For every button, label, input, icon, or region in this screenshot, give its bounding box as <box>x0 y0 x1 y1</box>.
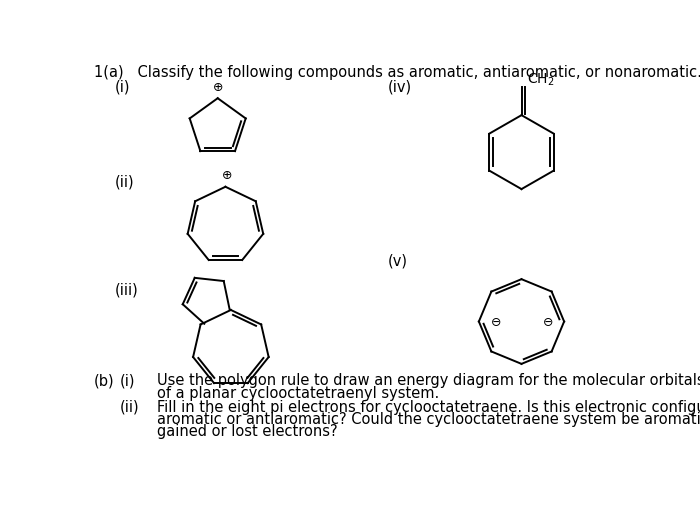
Text: (ii): (ii) <box>120 399 140 414</box>
Text: CH$_2$: CH$_2$ <box>527 71 554 87</box>
Text: (ii): (ii) <box>115 174 134 189</box>
Text: 1(a)   Classify the following compounds as aromatic, antiaromatic, or nonaromati: 1(a) Classify the following compounds as… <box>94 65 700 80</box>
Text: $\oplus$: $\oplus$ <box>220 169 232 182</box>
Text: Fill in the eight pi electrons for cyclooctatetraene. Is this electronic configu: Fill in the eight pi electrons for cyclo… <box>158 399 700 414</box>
Text: of a planar cyclooctatetraenyl system.: of a planar cyclooctatetraenyl system. <box>158 385 440 400</box>
Text: $\ominus$: $\ominus$ <box>542 316 553 328</box>
Text: $\oplus$: $\oplus$ <box>212 81 223 93</box>
Text: Use the polygon rule to draw an energy diagram for the molecular orbitals (MOs): Use the polygon rule to draw an energy d… <box>158 373 700 387</box>
Text: (i): (i) <box>115 80 130 95</box>
Text: (iv): (iv) <box>389 80 412 95</box>
Text: (b): (b) <box>94 373 114 387</box>
Text: aromatic or antiaromatic? Could the cyclooctatetraene system be aromatic if it: aromatic or antiaromatic? Could the cycl… <box>158 411 700 426</box>
Text: (iii): (iii) <box>115 282 139 297</box>
Text: (v): (v) <box>389 252 408 268</box>
Text: (i): (i) <box>120 373 136 387</box>
Text: gained or lost electrons?: gained or lost electrons? <box>158 423 338 438</box>
Text: $\ominus$: $\ominus$ <box>490 316 501 328</box>
